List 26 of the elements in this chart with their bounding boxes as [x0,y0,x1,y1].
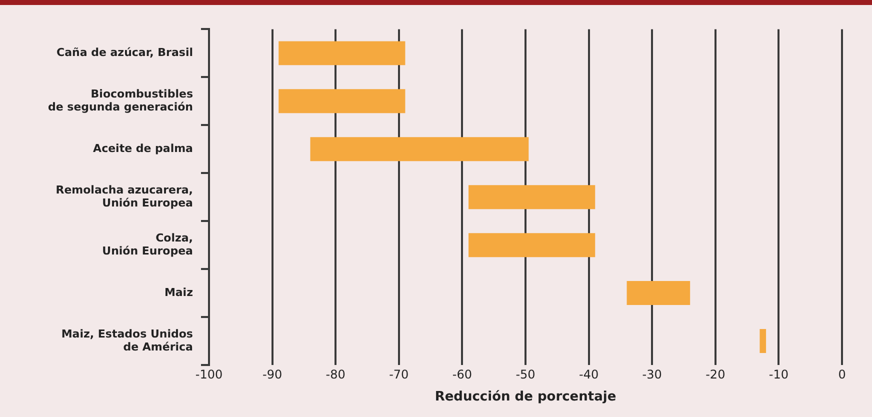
y-tick-label: Maiz [164,286,193,299]
x-tick-label: -60 [452,367,472,382]
x-tick-label: -10 [768,367,789,382]
x-tick-label: -70 [389,367,409,382]
bar [468,185,596,210]
x-tick-label: -30 [642,367,662,382]
bar [468,233,596,258]
bar [310,137,529,162]
bar [760,329,766,354]
y-tick-label: Biocombustibles de segunda generación [48,87,194,114]
y-tick-label: Caña de azúcar, Brasil [56,46,193,60]
y-tick-label: Remolacha azucarera, Unión Europea [56,183,193,210]
x-axis-title: Reducción de porcentaje [434,390,616,405]
y-tick-label: Aceite de palma [93,142,193,155]
x-tick-label: -100 [195,367,223,382]
x-tick-label: -80 [326,367,346,382]
y-tick-label: Maiz, Estados Unidos de América [61,327,194,354]
x-tick-label: 0 [838,367,846,382]
x-tick-label: -90 [262,367,282,382]
bar [278,89,406,114]
x-tick-label: -40 [578,367,599,382]
x-tick-label: -50 [516,367,536,382]
bar [626,281,690,306]
x-tick-label: -20 [706,367,726,382]
y-tick-label: Colza, Unión Europea [102,231,193,258]
bar [278,41,406,66]
